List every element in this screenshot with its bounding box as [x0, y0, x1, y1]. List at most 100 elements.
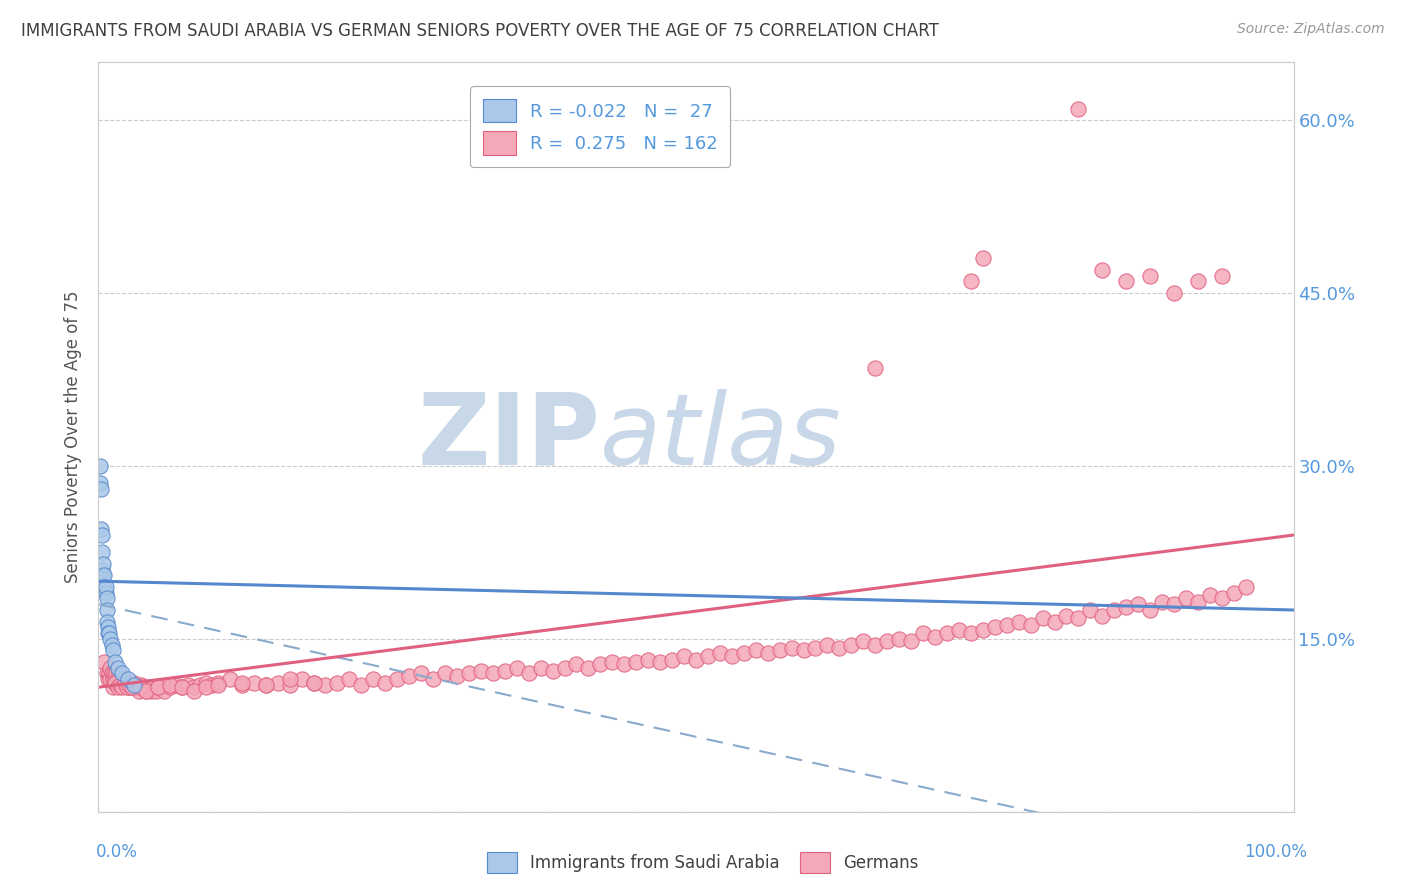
Text: ZIP: ZIP — [418, 389, 600, 485]
Point — [494, 664, 516, 678]
Point — [924, 630, 946, 644]
Point — [91, 568, 114, 582]
Point — [1115, 275, 1137, 289]
Point — [1163, 597, 1185, 611]
Point — [506, 660, 529, 674]
Point — [363, 672, 385, 686]
Point — [117, 680, 139, 694]
Point — [97, 672, 120, 686]
Point — [578, 660, 600, 674]
Point — [98, 626, 121, 640]
Point — [107, 672, 129, 686]
Point — [984, 620, 1007, 634]
Point — [195, 680, 218, 694]
Point — [458, 666, 481, 681]
Point — [93, 655, 115, 669]
Point — [101, 643, 124, 657]
Point — [254, 678, 277, 692]
Point — [960, 275, 983, 289]
Point — [780, 640, 803, 655]
Point — [148, 680, 170, 694]
Point — [120, 680, 142, 694]
Point — [828, 640, 851, 655]
Point — [541, 664, 564, 678]
Point — [207, 678, 229, 692]
Point — [90, 482, 112, 496]
Point — [97, 626, 120, 640]
Point — [177, 678, 200, 692]
Point — [219, 672, 242, 686]
Point — [291, 672, 314, 686]
Legend: Immigrants from Saudi Arabia, Germans: Immigrants from Saudi Arabia, Germans — [481, 846, 925, 880]
Point — [1115, 599, 1137, 614]
Point — [1187, 595, 1209, 609]
Point — [398, 669, 420, 683]
Point — [721, 649, 744, 664]
Point — [889, 632, 911, 646]
Point — [132, 680, 155, 694]
Point — [637, 652, 659, 666]
Point — [350, 678, 373, 692]
Point — [94, 585, 117, 599]
Point — [1234, 580, 1257, 594]
Point — [114, 678, 136, 692]
Point — [125, 680, 148, 694]
Point — [648, 655, 672, 669]
Legend: R = -0.022   N =  27, R =  0.275   N = 162: R = -0.022 N = 27, R = 0.275 N = 162 — [471, 87, 730, 167]
Point — [470, 664, 492, 678]
Point — [589, 657, 612, 672]
Point — [91, 557, 114, 571]
Point — [93, 580, 115, 594]
Point — [517, 666, 540, 681]
Point — [530, 660, 553, 674]
Point — [565, 657, 588, 672]
Point — [339, 672, 361, 686]
Point — [446, 669, 468, 683]
Point — [852, 634, 875, 648]
Point — [326, 675, 349, 690]
Point — [201, 678, 224, 692]
Point — [1128, 597, 1150, 611]
Point — [91, 545, 114, 559]
Point — [121, 680, 143, 694]
Point — [385, 672, 409, 686]
Point — [107, 666, 129, 681]
Point — [1008, 615, 1031, 629]
Point — [96, 603, 118, 617]
Point — [243, 675, 266, 690]
Text: 100.0%: 100.0% — [1244, 843, 1308, 861]
Point — [131, 678, 153, 692]
Point — [1211, 268, 1233, 283]
Point — [93, 568, 115, 582]
Point — [709, 646, 731, 660]
Point — [98, 632, 122, 646]
Point — [124, 678, 146, 692]
Point — [626, 655, 648, 669]
Point — [315, 678, 337, 692]
Point — [374, 675, 396, 690]
Point — [948, 623, 970, 637]
Point — [91, 563, 114, 577]
Text: IMMIGRANTS FROM SAUDI ARABIA VS GERMAN SENIORS POVERTY OVER THE AGE OF 75 CORREL: IMMIGRANTS FROM SAUDI ARABIA VS GERMAN S… — [21, 22, 939, 40]
Point — [936, 626, 959, 640]
Point — [98, 666, 121, 681]
Point — [90, 522, 112, 536]
Point — [481, 666, 505, 681]
Point — [94, 580, 117, 594]
Point — [96, 615, 118, 629]
Point — [107, 680, 129, 694]
Point — [841, 638, 863, 652]
Point — [142, 680, 165, 694]
Point — [972, 252, 994, 266]
Point — [111, 666, 134, 681]
Point — [1223, 585, 1246, 599]
Point — [554, 660, 576, 674]
Point — [172, 680, 194, 694]
Point — [153, 683, 176, 698]
Point — [159, 680, 181, 694]
Point — [129, 680, 152, 694]
Point — [124, 675, 146, 690]
Point — [100, 666, 122, 681]
Point — [89, 458, 111, 473]
Point — [104, 655, 127, 669]
